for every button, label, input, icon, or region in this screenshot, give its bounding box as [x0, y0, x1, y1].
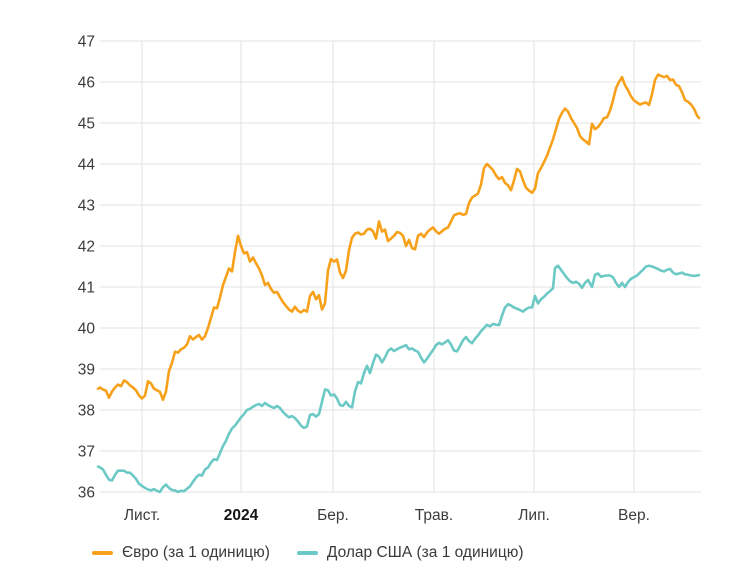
y-axis-tick-label: 41: [78, 280, 95, 297]
y-axis-tick-label: 39: [78, 362, 95, 379]
y-axis-tick-label: 43: [78, 198, 95, 215]
x-axis-tick-label: Лип.: [518, 507, 550, 524]
x-axis-tick-label: Трав.: [415, 507, 453, 524]
x-axis-tick-label: Лист.: [124, 507, 160, 524]
euro-series-line: [96, 73, 701, 402]
legend-item-euro: Євро (за 1 одиницю): [92, 545, 270, 561]
legend-item-usd: Долар США (за 1 одиницю): [296, 544, 524, 561]
exchange-rate-chart[interactable]: 47 46 45 44 43 42 41 40 39 38 37 36 Лист. 2024 Бер. Тра…: [0, 0, 741, 540]
y-axis-tick-label: 47: [78, 34, 95, 51]
usd-line-swatch: [296, 551, 318, 555]
y-axis-tick-label: 38: [78, 403, 95, 420]
legend-label-euro: Євро (за 1 одиницю): [122, 544, 270, 561]
y-axis-tick-label: 45: [78, 116, 95, 133]
usd-series-line: [96, 264, 701, 494]
y-axis-tick-label: 46: [78, 75, 95, 92]
y-axis-tick-label: 40: [78, 321, 96, 338]
x-axis-tick-label: Вер.: [618, 507, 650, 524]
y-axis-tick-label: 42: [78, 239, 95, 256]
y-axis-tick-label: 36: [78, 485, 95, 502]
y-axis-tick-label: 37: [78, 444, 95, 461]
euro-line-swatch: [92, 551, 113, 555]
y-axis-tick-label: 44: [78, 157, 96, 174]
chart-legend: Євро (за 1 одиницю) Долар США (за 1 один…: [92, 545, 524, 561]
x-axis-tick-label: 2024: [224, 507, 259, 524]
x-axis-tick-label: Бер.: [317, 507, 349, 524]
legend-label-usd: Долар США (за 1 одиницю): [326, 544, 524, 561]
